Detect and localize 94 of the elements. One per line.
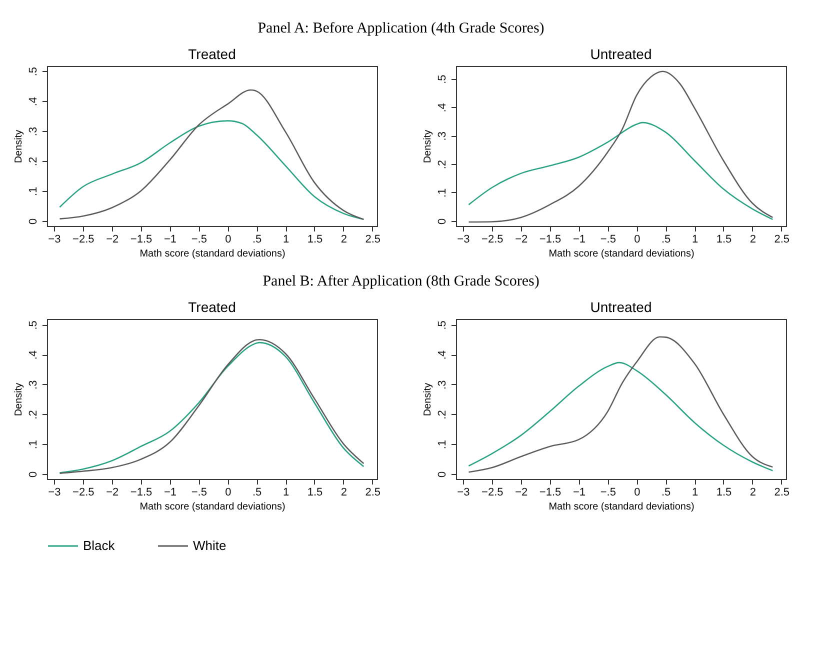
x-tick-label: −3 bbox=[48, 234, 61, 246]
y-tick-label: .1 bbox=[436, 440, 448, 450]
x-tick-label: 1.5 bbox=[716, 234, 732, 246]
y-axis-title: Density bbox=[422, 382, 434, 416]
line-series bbox=[59, 120, 364, 220]
x-tick-label: −1.5 bbox=[539, 486, 562, 498]
legend-label: Black bbox=[83, 538, 116, 553]
x-tick-label: −1.5 bbox=[130, 486, 152, 498]
y-tick-label: .4 bbox=[28, 96, 40, 106]
x-tick-label: 2.5 bbox=[365, 234, 381, 246]
x-tick-label: −3 bbox=[457, 486, 470, 498]
x-tick-label: 0 bbox=[634, 234, 640, 246]
y-tick-label: .4 bbox=[28, 350, 40, 360]
y-tick-label: .5 bbox=[436, 320, 448, 330]
y-tick-label: .1 bbox=[28, 440, 40, 450]
x-tick-label: 1 bbox=[692, 234, 698, 246]
y-tick-label: 0 bbox=[436, 471, 448, 478]
text: Panel A: Before Application (4th Grade Scores) bbox=[258, 20, 544, 36]
y-tick-label: .4 bbox=[436, 103, 448, 112]
chart-title: Untreated bbox=[590, 46, 652, 62]
x-tick-label: .5 bbox=[661, 234, 671, 246]
line-series bbox=[468, 336, 774, 473]
x-tick-label: 0 bbox=[225, 486, 232, 498]
x-tick-label: −2.5 bbox=[482, 486, 504, 498]
chart-title: Treated bbox=[188, 299, 236, 315]
y-tick-label: .2 bbox=[28, 156, 40, 166]
x-tick-label: −2.5 bbox=[72, 234, 94, 246]
line-series bbox=[468, 362, 774, 472]
y-tick-label: .5 bbox=[28, 320, 40, 330]
x-tick-label: .5 bbox=[661, 486, 671, 498]
x-axis-title: Math score (standard deviations) bbox=[140, 248, 286, 260]
x-tick-label: 2.5 bbox=[365, 486, 381, 498]
x-tick-label: 0 bbox=[225, 234, 232, 246]
y-tick-label: .5 bbox=[436, 74, 448, 84]
y-tick-label: .2 bbox=[436, 410, 448, 420]
legend-label: White bbox=[193, 538, 226, 553]
x-tick-label: −.5 bbox=[600, 234, 616, 246]
y-tick-label: .3 bbox=[436, 132, 448, 141]
y-tick-label: .3 bbox=[28, 380, 40, 390]
x-tick-label: .5 bbox=[252, 234, 262, 246]
y-tick-label: .3 bbox=[436, 380, 448, 390]
x-tick-label: −2 bbox=[515, 234, 528, 246]
x-tick-label: −2.5 bbox=[482, 234, 504, 246]
x-tick-label: 2 bbox=[750, 486, 756, 498]
x-tick-label: 2 bbox=[750, 234, 756, 246]
x-tick-label: 1 bbox=[282, 234, 290, 246]
y-axis-title: Density bbox=[422, 130, 434, 164]
y-tick-label: 0 bbox=[28, 471, 40, 478]
y-tick-label: .1 bbox=[436, 188, 448, 198]
line-series bbox=[59, 89, 364, 220]
x-tick-label: −2 bbox=[106, 234, 119, 246]
x-tick-label: 2 bbox=[340, 234, 347, 246]
x-tick-label: −1 bbox=[164, 234, 177, 246]
x-tick-label: −.5 bbox=[600, 486, 616, 498]
y-axis-title: Density bbox=[14, 130, 24, 164]
x-tick-label: 1.5 bbox=[307, 234, 323, 246]
y-tick-label: .1 bbox=[28, 186, 40, 196]
x-tick-label: 1 bbox=[692, 486, 698, 498]
x-tick-label: 1.5 bbox=[307, 486, 323, 498]
line-series bbox=[468, 122, 774, 220]
x-axis-title: Math score (standard deviations) bbox=[548, 248, 694, 260]
x-tick-label: −1.5 bbox=[539, 234, 562, 246]
x-tick-label: −2 bbox=[106, 486, 119, 498]
y-tick-label: .2 bbox=[28, 410, 40, 420]
x-tick-label: −1.5 bbox=[130, 234, 152, 246]
line-series bbox=[468, 70, 774, 223]
x-axis-title: Math score (standard deviations) bbox=[548, 502, 694, 512]
x-tick-label: 2.5 bbox=[774, 234, 790, 246]
x-tick-label: −1 bbox=[572, 486, 586, 498]
y-tick-label: .2 bbox=[436, 160, 448, 170]
x-tick-label: 2.5 bbox=[774, 486, 790, 498]
y-tick-label: .4 bbox=[436, 350, 448, 360]
x-tick-label: 1.5 bbox=[716, 486, 732, 498]
y-tick-label: .3 bbox=[28, 126, 40, 136]
x-tick-label: −1 bbox=[164, 486, 177, 498]
y-tick-label: .5 bbox=[28, 67, 40, 76]
y-axis-title: Density bbox=[14, 382, 24, 416]
x-tick-label: 0 bbox=[634, 486, 640, 498]
x-axis-title: Math score (standard deviations) bbox=[140, 502, 286, 512]
x-tick-label: 2 bbox=[340, 486, 347, 498]
x-tick-label: −2.5 bbox=[72, 486, 94, 498]
chart-title: Treated bbox=[188, 46, 236, 62]
x-tick-label: −2 bbox=[515, 486, 528, 498]
y-tick-label: 0 bbox=[28, 218, 40, 224]
x-tick-label: −3 bbox=[457, 234, 470, 246]
y-tick-label: 0 bbox=[436, 218, 448, 224]
x-tick-label: 1 bbox=[282, 486, 290, 498]
x-tick-label: −3 bbox=[48, 486, 61, 498]
chart-title: Untreated bbox=[590, 299, 652, 315]
x-tick-label: −.5 bbox=[191, 234, 207, 246]
text: Panel B: After Application (8th Grade Scores) bbox=[262, 274, 540, 290]
x-tick-label: −1 bbox=[572, 234, 586, 246]
x-tick-label: .5 bbox=[252, 486, 262, 498]
x-tick-label: −.5 bbox=[191, 486, 207, 498]
